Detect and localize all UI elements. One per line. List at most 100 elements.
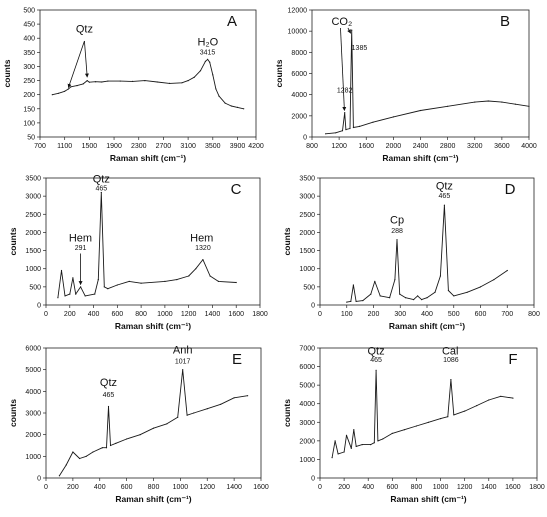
panel-f-data-point (355, 445, 357, 447)
panel-e-x-tick-label: 1000 (173, 484, 189, 491)
panel-e-data-point (101, 447, 103, 449)
panel-b-annotation-label: 1385 (352, 45, 368, 52)
panel-c-x-tick-label: 600 (111, 311, 123, 318)
panel-d-y-tick-label: 3000 (299, 194, 315, 201)
panel-a-x-tick-label: 1900 (106, 143, 122, 150)
panel-d-data-point (389, 297, 391, 299)
panel-f-data-point (345, 434, 348, 436)
panel-d-x-tick-label: 0 (318, 311, 322, 318)
panel-c-annotation-label: Qtz (93, 173, 110, 185)
panel-e-data-point (92, 451, 94, 453)
panel-d-y-tick-label: 0 (311, 303, 315, 310)
panel-b-x-tick-label: 2800 (440, 143, 456, 150)
panel-a-annotation-label: Qtz (76, 24, 93, 36)
panel-c-y-tick-label: 1500 (25, 248, 41, 255)
panel-a-data-point (88, 81, 90, 83)
panel-c-x-tick-label: 1800 (252, 311, 268, 318)
panel-d-data-point (355, 300, 357, 302)
panel-a-x-tick-label: 4200 (248, 143, 264, 150)
panel-e-annotation-label: Anh (173, 344, 193, 356)
panel-b-data-point (447, 105, 449, 107)
panel-a-data-point (82, 83, 84, 85)
panel-c-annotation-label: 1320 (195, 245, 211, 252)
panel-a-x-tick-label: 3900 (230, 143, 246, 150)
panel-f-data-point (382, 438, 384, 440)
panel-d-y-tick-label: 2000 (299, 230, 315, 237)
panel-d-data-point (479, 286, 482, 288)
panel-f-data-point (440, 418, 442, 420)
panel-d-y-tick-label: 2500 (299, 212, 315, 219)
panel-c-x-tick-label: 200 (64, 311, 76, 318)
panel-b-y-tick-label: 0 (303, 135, 307, 142)
panel-a-y-tick-label: 450 (23, 22, 35, 29)
panel-d-letter: D (505, 181, 516, 198)
panel-a-data-point (86, 80, 88, 82)
panel-b-x-tick-label: 1600 (358, 143, 374, 150)
panel-b-data-point (528, 105, 530, 107)
panel-d-data-point (396, 239, 398, 241)
panel-d-data-point (447, 289, 449, 292)
panel-f-x-tick-label: 1600 (505, 484, 521, 491)
panel-e-data-point (126, 438, 128, 440)
panel-d-data-point (453, 295, 455, 297)
panel-a: 700 1100 1500 1900 2300 2700 3100 3500 3900 4200 5… (2, 8, 264, 164)
panel-f: 0 200 400 600 800 1000 1200 1400 1600 1800 0 1000 20… (282, 346, 545, 505)
panel-a-frame (39, 9, 257, 138)
panel-b-x-tick-label: 4000 (521, 143, 537, 150)
panel-c-x-tick-label: 800 (135, 311, 147, 318)
panel-c-data-point (60, 269, 63, 272)
panel-a-x-tick-label: 2300 (131, 143, 147, 150)
panel-c-x-tick-label: 400 (88, 311, 100, 318)
panel-e-annotation-label: 1017 (175, 359, 191, 366)
panel-a-data-point (243, 108, 245, 110)
panel-c-data-point (202, 259, 204, 261)
panel-c-data-point (69, 293, 71, 295)
panel-e-data-point (166, 423, 168, 425)
panel-f-data-point (334, 440, 336, 442)
panel-a-y-tick-label: 100 (23, 120, 35, 127)
panel-a-y-axis-title: counts (2, 59, 12, 87)
panel-f-x-tick-label: 1000 (433, 484, 449, 491)
panel-c-annotation-label: 465 (95, 185, 107, 192)
panel-d-x-tick-label: 300 (394, 311, 406, 318)
panel-e-x-tick-label: 600 (121, 484, 133, 491)
panel-d-spectrum-line (346, 204, 508, 303)
panel-f-data-point (370, 444, 372, 446)
panel-b-y-tick-label: 10000 (288, 29, 308, 36)
panel-a-data-point (207, 58, 209, 61)
panel-c-data-point (128, 280, 130, 282)
panel-f-y-tick-label: 0 (311, 476, 315, 483)
panel-e-y-tick-label: 0 (37, 476, 41, 483)
panel-e-y-tick-label: 2000 (25, 432, 41, 439)
panel-a-data-point (76, 85, 78, 87)
panel-f-x-tick-label: 400 (362, 484, 374, 491)
panel-b-data-point (335, 132, 337, 134)
panel-d-data-point (421, 299, 423, 301)
panel-b-annotation-arrow (340, 27, 347, 111)
panel-c-y-tick-label: 2000 (25, 230, 41, 237)
panel-b-data-point (487, 100, 489, 102)
panel-c-data-point (116, 284, 118, 286)
panel-a-data-point (224, 102, 226, 104)
panel-a-data-point (144, 80, 146, 82)
panel-a-data-point (107, 80, 109, 82)
panel-b-frame (311, 9, 530, 138)
panel-d-data-point (370, 293, 372, 295)
panel-e-y-tick-label: 3000 (25, 411, 41, 418)
panel-f-y-tick-label: 4000 (299, 401, 315, 408)
panel-e-data-point (58, 475, 61, 477)
panel-d-x-tick-label: 400 (421, 311, 433, 318)
panel-e-annotation-label: 465 (103, 392, 115, 399)
panel-b-x-tick-label: 3200 (467, 143, 483, 150)
panel-f-x-tick-label: 0 (318, 484, 322, 491)
panel-b-data-point (325, 133, 327, 135)
panel-d-x-tick-label: 600 (475, 311, 487, 318)
panel-f-data-point (343, 451, 345, 453)
panel-d-data-point (374, 280, 376, 282)
panel-e-data-point (247, 395, 249, 397)
panel-d-x-tick-label: 700 (501, 311, 513, 318)
panel-e-letter: E (232, 351, 242, 368)
panel-d-data-point (506, 269, 508, 272)
panel-a-data-point (215, 88, 217, 90)
